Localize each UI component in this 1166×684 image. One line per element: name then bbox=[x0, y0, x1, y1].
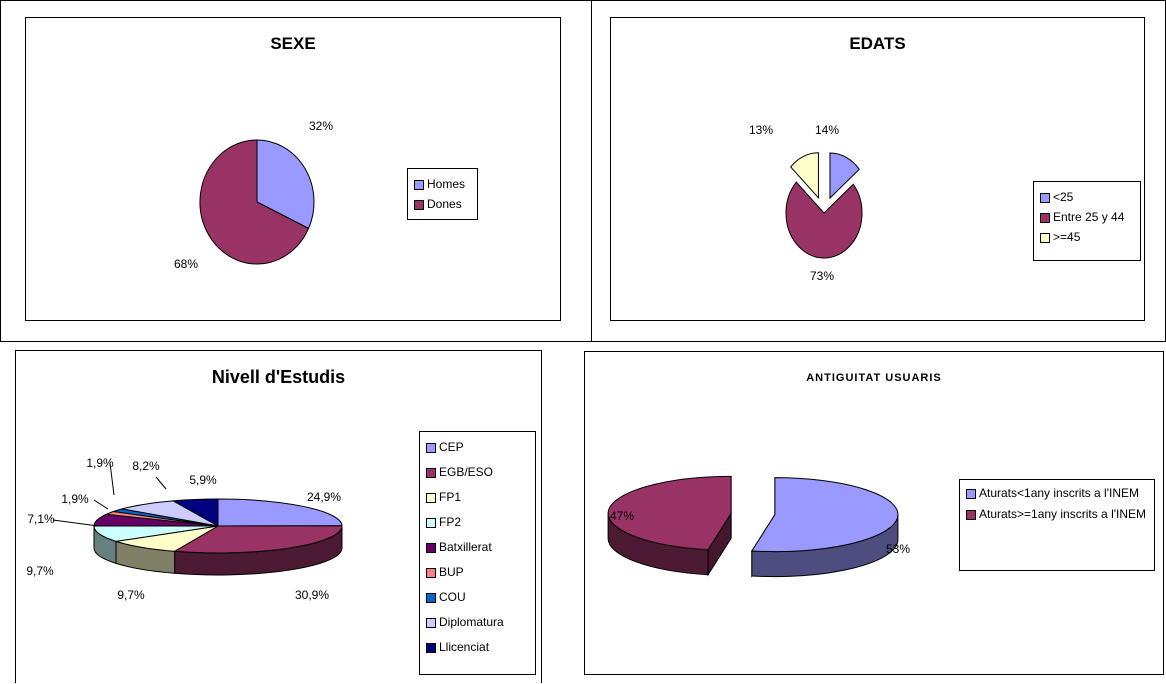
legend-label: COU bbox=[439, 590, 466, 604]
chart-sexe: SEXE 32% 68% Homes Dones bbox=[25, 17, 561, 321]
data-label: 30,9% bbox=[295, 588, 329, 602]
nivell-pie-svg: 24,9% 30,9% 9,7% 9,7% 7,1% 1,9% 1,9% 8,2% 5,9% bbox=[26, 456, 343, 602]
legend-label: EGB/ESO bbox=[439, 465, 494, 479]
legend-item: <25 bbox=[1040, 190, 1134, 205]
legend-swatch bbox=[966, 489, 976, 499]
legend-item: Llicenciat bbox=[426, 640, 529, 655]
legend-item: CEP bbox=[426, 440, 529, 455]
pie-slice bbox=[172, 525, 343, 554]
chart-legend: Aturats<1any inscrits a l'INEM Aturats>=… bbox=[959, 479, 1155, 571]
chart-edats: EDATS 14% 13% 73% <25 Entre 25 y 44 >=45 bbox=[610, 17, 1145, 321]
data-label: 47% bbox=[610, 509, 634, 523]
legend-swatch bbox=[1040, 193, 1050, 203]
legend-item: EGB/ESO bbox=[426, 465, 529, 480]
legend-label: Dones bbox=[427, 197, 462, 211]
legend-label: Diplomatura bbox=[439, 615, 504, 629]
legend-item: >=45 bbox=[1040, 230, 1134, 245]
data-label: 32% bbox=[309, 119, 333, 133]
legend-swatch bbox=[966, 510, 976, 520]
legend-item: Aturats<1any inscrits a l'INEM bbox=[966, 486, 1148, 501]
legend-swatch bbox=[414, 200, 424, 210]
legend-item: Diplomatura bbox=[426, 615, 529, 630]
legend-item: Aturats>=1any inscrits a l'INEM bbox=[966, 507, 1148, 522]
legend-swatch bbox=[426, 493, 436, 503]
legend-swatch bbox=[426, 593, 436, 603]
data-label: 53% bbox=[886, 542, 910, 556]
legend-swatch bbox=[426, 468, 436, 478]
chart-antiguitat: ANTIGUITAT USUARIS 53% 47% Aturats<1any i… bbox=[584, 351, 1164, 675]
edats-pie-svg: 14% 13% 73% bbox=[749, 123, 863, 283]
pie-slice bbox=[171, 498, 219, 527]
legend-item: Entre 25 y 44 bbox=[1040, 210, 1134, 225]
legend-swatch bbox=[426, 543, 436, 553]
top-divider bbox=[591, 0, 592, 342]
legend-label: Entre 25 y 44 bbox=[1053, 210, 1125, 224]
data-label: 8,2% bbox=[132, 459, 160, 473]
chart-legend: Homes Dones bbox=[407, 168, 478, 220]
data-label: 9,7% bbox=[26, 564, 54, 578]
legend-item: Homes bbox=[414, 177, 471, 192]
chart-legend: <25 Entre 25 y 44 >=45 bbox=[1033, 181, 1141, 261]
pie-slice bbox=[785, 181, 863, 259]
legend-label: <25 bbox=[1053, 190, 1074, 204]
legend-item: FP2 bbox=[426, 515, 529, 530]
legend-swatch bbox=[426, 568, 436, 578]
pie-slice bbox=[199, 139, 310, 265]
legend-item: Batxillerat bbox=[426, 540, 529, 555]
legend-swatch bbox=[1040, 233, 1050, 243]
data-label: 5,9% bbox=[189, 473, 217, 487]
legend-swatch bbox=[426, 618, 436, 628]
legend-swatch bbox=[426, 643, 436, 653]
legend-swatch bbox=[426, 518, 436, 528]
legend-label: CEP bbox=[439, 440, 464, 454]
legend-swatch bbox=[1040, 213, 1050, 223]
legend-label: >=45 bbox=[1053, 230, 1081, 244]
data-label: 13% bbox=[749, 123, 773, 137]
leader-line bbox=[52, 519, 99, 527]
data-label: 73% bbox=[810, 269, 834, 283]
data-label: 9,7% bbox=[117, 588, 145, 602]
data-label: 1,9% bbox=[86, 456, 114, 470]
chart-title: SEXE bbox=[270, 34, 316, 53]
legend-label: FP2 bbox=[439, 515, 462, 529]
data-label: 68% bbox=[174, 257, 198, 271]
leader-line bbox=[155, 476, 167, 490]
pie-slice bbox=[607, 475, 732, 551]
chart-title: Nivell d'Estudis bbox=[211, 367, 346, 387]
sexe-pie-svg: 32% 68% bbox=[174, 119, 333, 271]
chart-title: EDATS bbox=[849, 34, 906, 53]
legend-item: Dones bbox=[414, 197, 471, 212]
legend-label: Aturats>=1any inscrits a l'INEM bbox=[979, 507, 1147, 521]
legend-label: Homes bbox=[427, 177, 466, 191]
data-label: 14% bbox=[815, 123, 839, 137]
data-label: 7,1% bbox=[27, 512, 55, 526]
legend-item: FP1 bbox=[426, 490, 529, 505]
leader-line bbox=[109, 462, 115, 496]
antiguitat-pie-svg: 53% 47% bbox=[607, 475, 910, 578]
chart-legend: CEP EGB/ESO FP1 FP2 Batxillerat BUP COU bbox=[419, 431, 536, 675]
chart-title: ANTIGUITAT USUARIS bbox=[806, 372, 942, 384]
pie-slice bbox=[829, 152, 860, 200]
leader-line bbox=[93, 499, 109, 510]
legend-swatch bbox=[426, 443, 436, 453]
data-label: 24,9% bbox=[307, 490, 341, 504]
legend-label: FP1 bbox=[439, 490, 462, 504]
data-label: 1,9% bbox=[61, 492, 89, 506]
pie-slice bbox=[750, 477, 899, 553]
legend-item: COU bbox=[426, 590, 529, 605]
legend-label: Batxillerat bbox=[439, 540, 492, 554]
legend-swatch bbox=[414, 180, 424, 190]
legend-label: BUP bbox=[439, 565, 464, 579]
pie-slice bbox=[217, 498, 343, 527]
legend-item: BUP bbox=[426, 565, 529, 580]
chart-nivell-estudis: Nivell d'Estudis 24,9% 30,9% 9,7% 9,7% 7,1% 1… bbox=[15, 350, 542, 683]
legend-label: Llicenciat bbox=[439, 640, 490, 654]
legend-label: Aturats<1any inscrits a l'INEM bbox=[979, 486, 1140, 500]
pie-slice bbox=[256, 139, 315, 230]
pie-slice bbox=[790, 152, 819, 200]
